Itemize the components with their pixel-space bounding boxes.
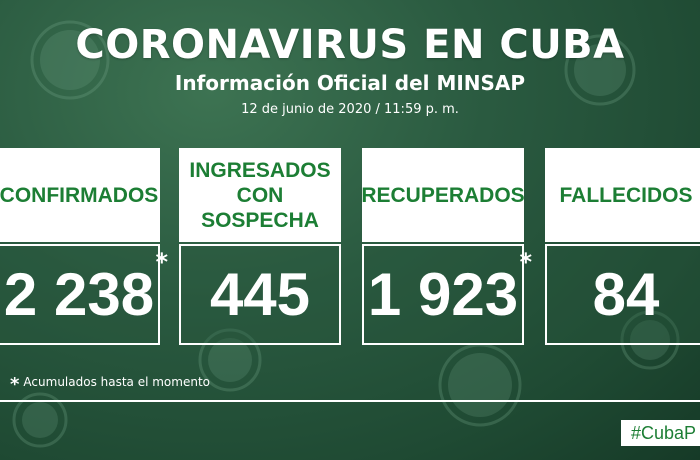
stat-label: FALLECIDOS [545, 148, 700, 242]
stat-value: 1 923 [367, 261, 519, 328]
stat-label: INGRESADOS CON SOSPECHA [179, 148, 341, 242]
stat-value-box: 1 923 * [362, 244, 532, 345]
stat-value: 445 [209, 261, 311, 328]
page-title: CORONAVIRUS EN CUBA [75, 22, 625, 68]
stat-label: CONFIRMADOS [0, 148, 160, 242]
stat-value-box: 445 [179, 244, 341, 345]
page-subtitle: Información Oficial del MINSAP [174, 71, 526, 95]
stat-value-box: 2 238 * [0, 244, 168, 345]
stat-card-suspected: INGRESADOS CON SOSPECHA 445 [179, 148, 341, 345]
stat-value: 84 [592, 261, 660, 328]
footnote-text: Acumulados hasta el momento [23, 375, 211, 389]
stat-value-box: 84 * [545, 244, 700, 345]
stat-card-recovered: RECUPERADOS 1 923 * [361, 148, 532, 345]
stat-value: 2 238 [3, 261, 155, 328]
report-date: 12 de junio de 2020 / 11:59 p. m. [241, 102, 459, 117]
hashtag-label: #CubaP [620, 420, 700, 446]
stat-card-confirmed: CONFIRMADOS 2 238 * [0, 148, 168, 345]
asterisk-mark: * [519, 248, 532, 276]
stat-label: RECUPERADOS [361, 148, 525, 242]
footnote: * Acumulados hasta el momento [10, 374, 210, 395]
footnote-asterisk: * [10, 374, 20, 395]
divider-line [0, 400, 700, 402]
asterisk-mark: * [155, 248, 168, 276]
stat-card-deceased: FALLECIDOS 84 * [545, 148, 700, 345]
